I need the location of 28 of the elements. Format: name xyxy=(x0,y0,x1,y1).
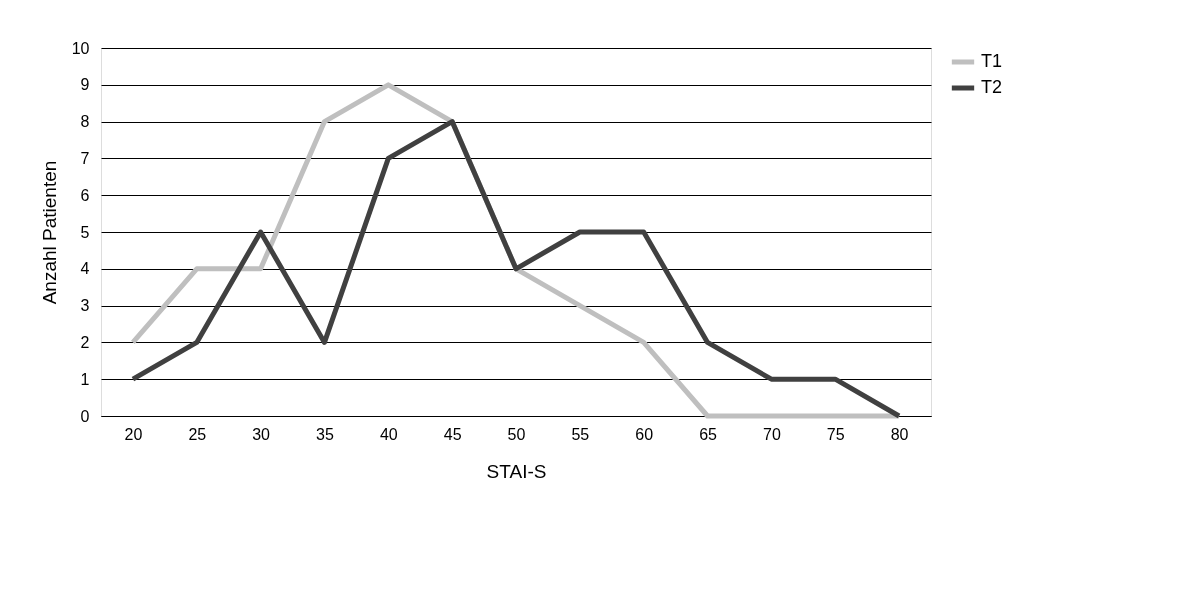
y-tick-label: 9 xyxy=(80,76,90,94)
y-tick-label: 1 xyxy=(80,370,90,388)
x-tick-label: 75 xyxy=(826,425,845,443)
x-axis-title: STAI-S xyxy=(486,460,547,482)
y-tick-label: 8 xyxy=(80,113,90,131)
x-tick-label: 35 xyxy=(316,425,334,443)
x-tick-label: 20 xyxy=(124,425,143,443)
y-tick-label: 2 xyxy=(80,333,90,351)
x-tick-label: 45 xyxy=(443,425,462,443)
x-tick-label: 50 xyxy=(507,425,526,443)
y-tick-label: 10 xyxy=(71,39,90,57)
x-tick-label: 65 xyxy=(699,425,718,443)
x-tick-label: 30 xyxy=(252,425,271,443)
y-tick-label: 4 xyxy=(80,260,90,278)
y-tick-label: 6 xyxy=(80,186,90,204)
x-tick-label: 40 xyxy=(379,425,398,443)
y-tick-label: 0 xyxy=(80,407,90,425)
y-tick-label: 7 xyxy=(80,149,90,167)
y-tick-label: 3 xyxy=(80,297,90,315)
x-tick-label: 80 xyxy=(890,425,909,443)
x-tick-label: 55 xyxy=(571,425,590,443)
legend-label: T2 xyxy=(981,77,1003,97)
legend-label: T1 xyxy=(981,51,1003,71)
x-tick-label: 70 xyxy=(762,425,781,443)
x-tick-label: 25 xyxy=(188,425,207,443)
x-tick-label: 60 xyxy=(635,425,654,443)
y-tick-label: 5 xyxy=(80,223,90,241)
y-axis-title: Anzahl Patienten xyxy=(38,160,60,305)
